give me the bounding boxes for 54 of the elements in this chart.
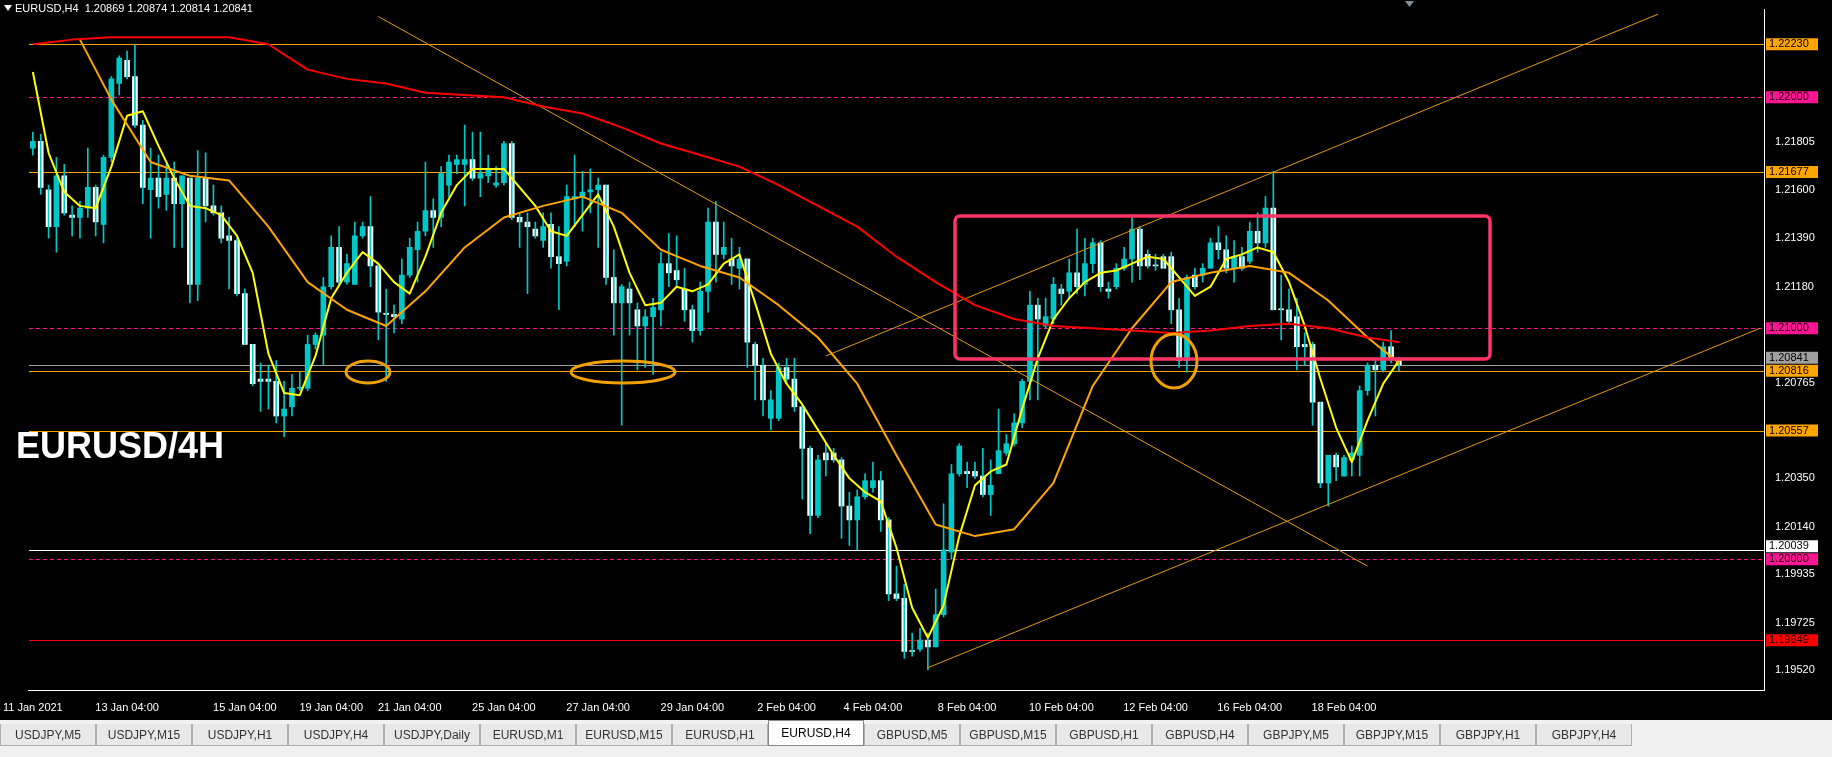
text: GBPJPY,M15 bbox=[1344, 724, 1440, 746]
x-tick-label: 4 Feb 04:00 bbox=[843, 701, 903, 714]
x-tick-label: 29 Jan 04:00 bbox=[660, 701, 725, 714]
text: GBPUSD,M15 bbox=[960, 724, 1056, 746]
text: GBPJPY,H4 bbox=[1536, 724, 1632, 746]
y-tick-label: 1.20350 bbox=[1775, 471, 1815, 484]
y-tick-label: 1.21180 bbox=[1775, 279, 1814, 292]
text: GBPUSD,H1 bbox=[1056, 724, 1152, 746]
y-tick-label: 1.21600 bbox=[1775, 182, 1815, 195]
x-tick-label: 10 Feb 04:00 bbox=[1028, 701, 1094, 714]
ref-line-label: 1.19649 bbox=[1769, 633, 1809, 646]
x-tick-label: 11 Jan 2021 bbox=[2, 701, 63, 714]
text: USDJPY,H4 bbox=[288, 724, 384, 746]
ref-line-label: 1.22000 bbox=[1769, 90, 1809, 103]
x-tick-label: 8 Feb 04:00 bbox=[937, 701, 997, 714]
ref-line-label: 1.20557 bbox=[1769, 423, 1809, 436]
x-tick-label: 27 Jan 04:00 bbox=[566, 701, 630, 714]
annotation: EURUSD/4H bbox=[16, 425, 225, 467]
y-tick-label: 1.20765 bbox=[1775, 375, 1815, 388]
x-tick-label: 13 Jan 04:00 bbox=[95, 701, 159, 714]
x-tick-label: 19 Jan 04:00 bbox=[299, 701, 364, 714]
text: USDJPY,H1 bbox=[192, 724, 288, 746]
y-tick-label: 1.20140 bbox=[1775, 519, 1815, 532]
y-tick-label: 1.21805 bbox=[1775, 135, 1815, 148]
x-tick-label: 15 Jan 04:00 bbox=[213, 701, 277, 714]
text: EURUSD,H4 bbox=[768, 720, 864, 746]
text: GBPUSD,M5 bbox=[864, 724, 960, 746]
text: GBPJPY,M5 bbox=[1248, 724, 1344, 746]
y-tick-label: 1.19935 bbox=[1775, 567, 1815, 580]
x-tick-label: 12 Feb 04:00 bbox=[1123, 701, 1188, 714]
chart-title: EURUSD,H4 1.20869 1.20874 1.20814 1.20841 bbox=[15, 2, 253, 14]
ref-line-label: 1.20000 bbox=[1769, 552, 1809, 565]
ref-line-label: 1.20039 bbox=[1769, 539, 1809, 552]
ref-line-label: 1.21000 bbox=[1769, 321, 1809, 334]
text: EURUSD,H1 bbox=[672, 724, 768, 746]
y-tick-label: 1.19725 bbox=[1775, 615, 1815, 628]
text: USDJPY,M15 bbox=[96, 724, 192, 746]
x-tick-label: 16 Feb 04:00 bbox=[1217, 701, 1283, 714]
ref-line-label: 1.22230 bbox=[1769, 37, 1809, 50]
x-tick-label: 25 Jan 04:00 bbox=[472, 701, 536, 714]
text: GBPJPY,H1 bbox=[1440, 724, 1536, 746]
text: EURUSD,M15 bbox=[576, 724, 672, 746]
ref-line-label: 1.20841 bbox=[1769, 350, 1809, 363]
ref-line-label: 1.21677 bbox=[1769, 164, 1809, 177]
ref-line-label: 1.20816 bbox=[1769, 363, 1809, 376]
x-tick-label: 21 Jan 04:00 bbox=[377, 701, 442, 714]
text: GBPUSD,H4 bbox=[1152, 724, 1248, 746]
y-tick-label: 1.19520 bbox=[1775, 663, 1815, 676]
text: EURUSD,M1 bbox=[480, 724, 576, 746]
text: USDJPY,M5 bbox=[0, 724, 96, 746]
y-tick-label: 1.21390 bbox=[1775, 231, 1815, 244]
x-tick-label: 18 Feb 04:00 bbox=[1311, 701, 1377, 714]
x-tick-label: 2 Feb 04:00 bbox=[757, 701, 816, 714]
text: USDJPY,Daily bbox=[384, 724, 480, 746]
